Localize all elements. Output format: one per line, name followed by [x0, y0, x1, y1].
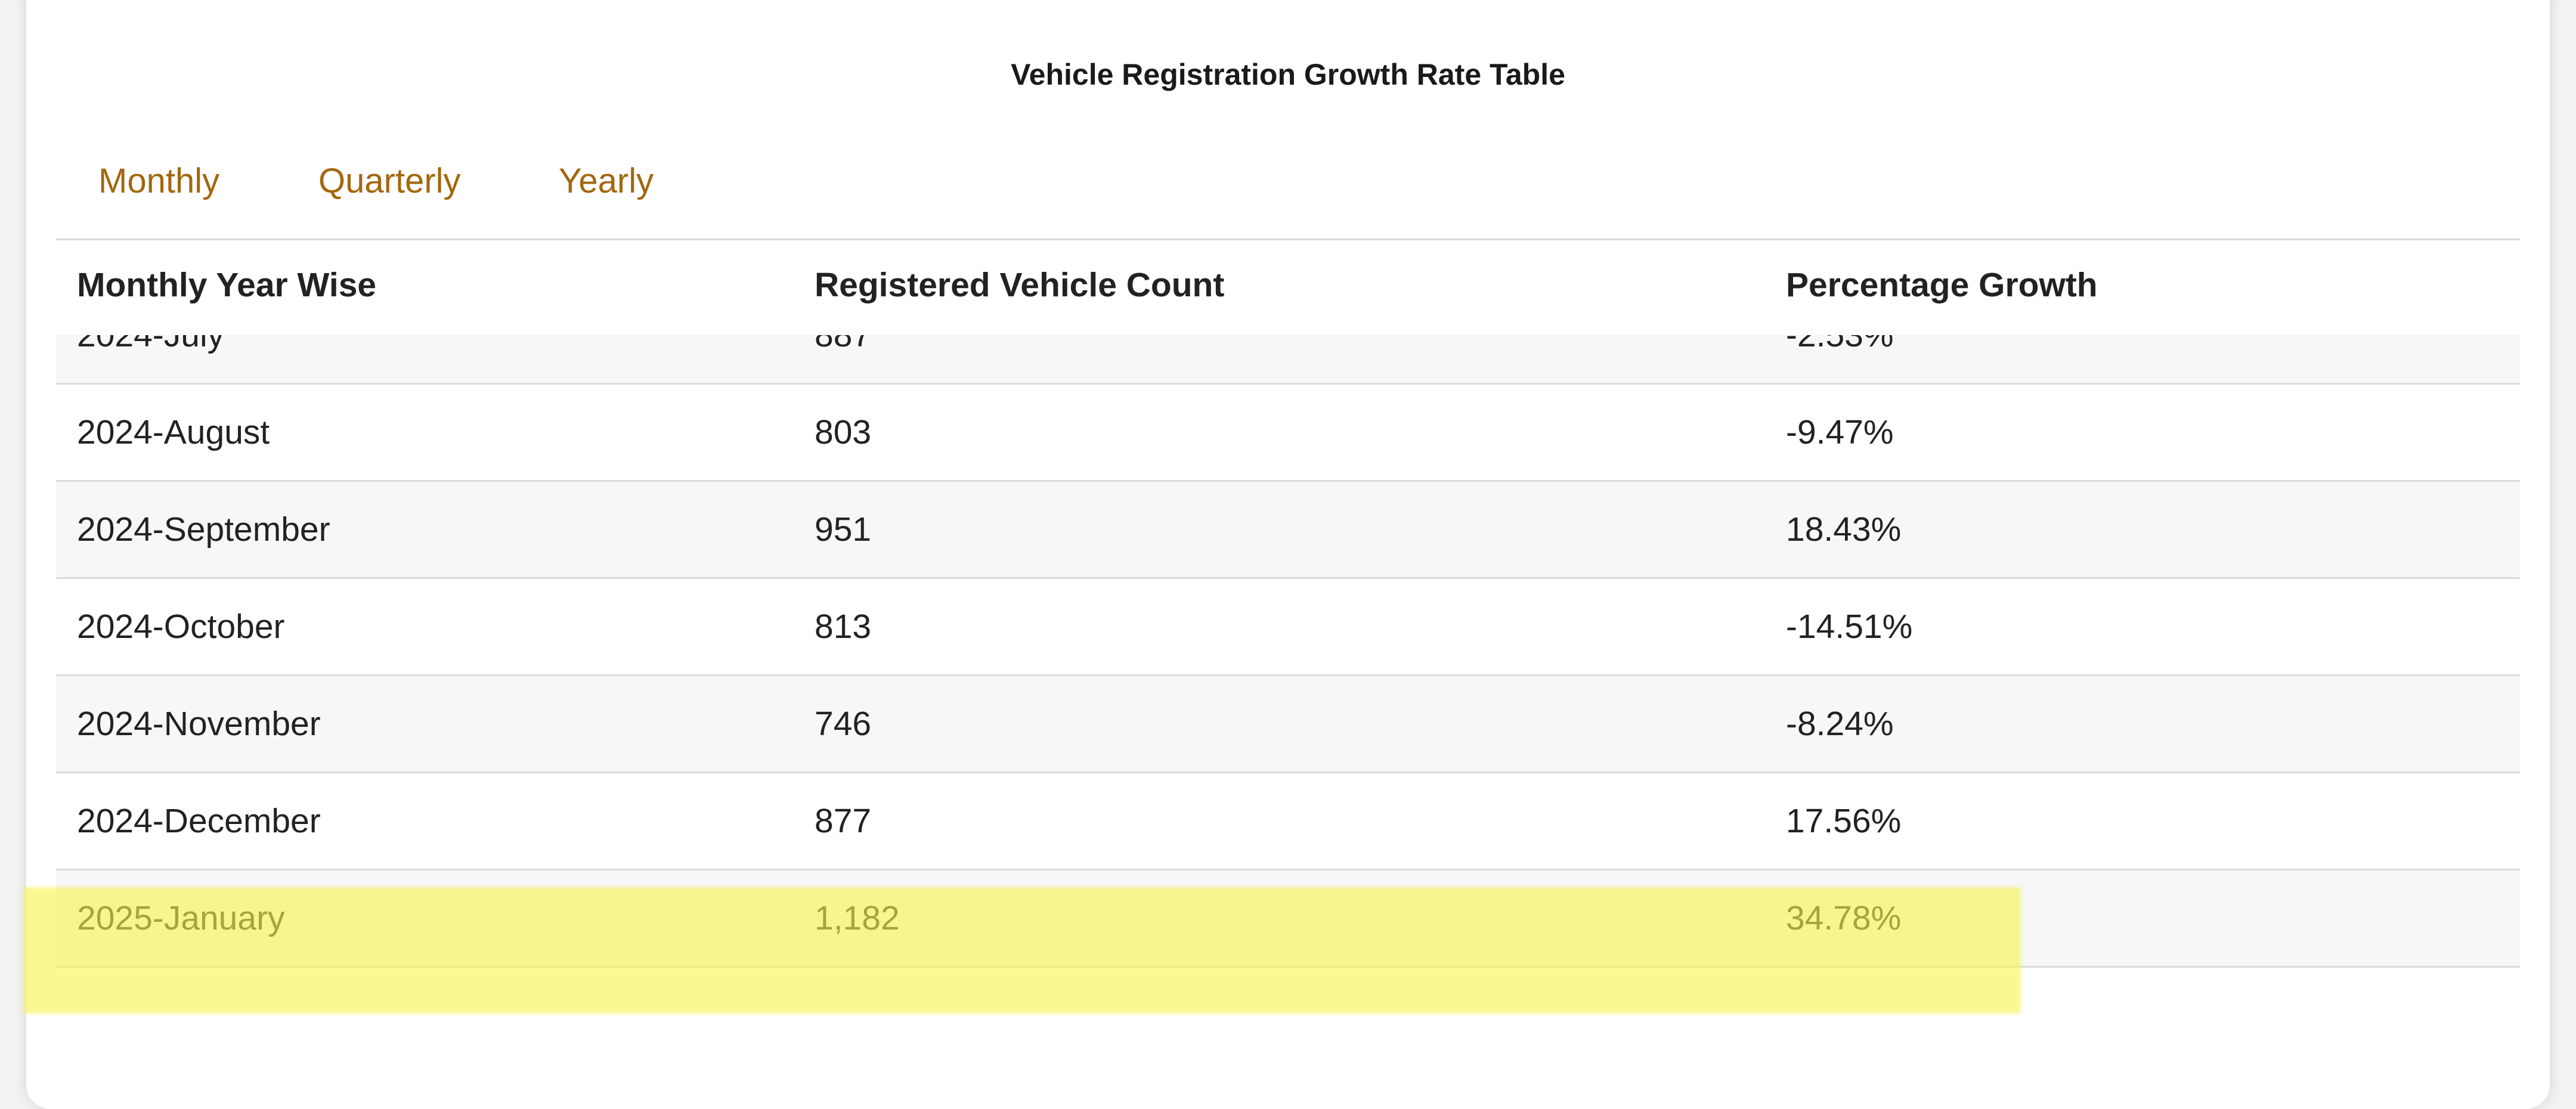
table-cell: 2024-July: [77, 333, 225, 354]
table-cell: 887: [815, 333, 872, 354]
tab[interactable]: Quarterly: [318, 162, 461, 200]
table-header: Monthly Year Wise Registered Vehicle Coun…: [56, 238, 2520, 335]
table-cell: -14.51%: [1786, 608, 1913, 646]
table-cell: 34.78%: [1786, 899, 1902, 937]
header-cell: Registered Vehicle Count: [815, 266, 1225, 304]
table-cell: 813: [815, 608, 872, 646]
table-cell: 951: [815, 510, 872, 549]
header-cell: Percentage Growth: [1786, 266, 2098, 304]
table-title: Vehicle Registration Growth Rate Table: [1011, 58, 1565, 91]
table-cell: 2024-October: [77, 608, 285, 646]
table-cell: 803: [815, 413, 872, 451]
table-cell: 2024-August: [77, 413, 270, 451]
table-row: 2025-January 1,182 34.78%: [56, 871, 2520, 968]
table-row: 2024-September 951 18.43%: [56, 482, 2520, 579]
table-cell: 2024-November: [77, 705, 321, 743]
table-row: 2024-August 803 -9.47%: [56, 385, 2520, 482]
header-cell: Monthly Year Wise: [77, 266, 377, 304]
tab[interactable]: Yearly: [559, 162, 654, 200]
page: Vehicle Registration Growth Rate Table M…: [23, 0, 2550, 1109]
table-cell: -8.24%: [1786, 705, 1894, 743]
table-row: 2024-October 813 -14.51%: [56, 579, 2520, 676]
table-cell: 2024-December: [77, 802, 321, 840]
table-row: 2024-November 746 -8.24%: [56, 676, 2520, 773]
table-cell: 2025-January: [77, 899, 285, 937]
table-row: 2024-December 877 17.56%: [56, 773, 2520, 871]
table-cell: 18.43%: [1786, 510, 1902, 549]
table-cell: 746: [815, 705, 872, 743]
table-row: 2024-July 887 -2.53%: [56, 333, 2520, 385]
table-cell: 2024-September: [77, 510, 330, 549]
table-body: 2024-July 887 -2.53% 2024-August 803 -9.47% 20…: [56, 333, 2520, 1052]
table-cell: 1,182: [815, 899, 900, 937]
table-cell: 17.56%: [1786, 802, 1902, 840]
table-cell: -9.47%: [1786, 413, 1894, 451]
table-cell: 877: [815, 802, 872, 840]
table-cell: -2.53%: [1786, 333, 1894, 354]
tab[interactable]: Monthly: [98, 162, 220, 200]
